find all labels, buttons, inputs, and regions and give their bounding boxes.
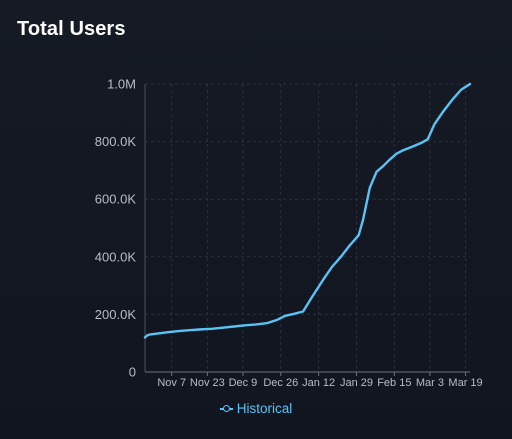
- x-tick-label: Nov 23: [190, 377, 225, 389]
- data-point[interactable]: [274, 318, 279, 323]
- data-point[interactable]: [347, 243, 352, 248]
- data-point[interactable]: [165, 330, 170, 335]
- data-point[interactable]: [254, 322, 259, 327]
- x-tick-label: Mar 19: [448, 377, 482, 389]
- x-tick-label: Feb 15: [377, 377, 411, 389]
- data-point[interactable]: [361, 217, 366, 222]
- axes: [144, 84, 470, 376]
- data-point[interactable]: [367, 185, 372, 190]
- data-point[interactable]: [232, 324, 237, 329]
- data-point[interactable]: [321, 277, 326, 282]
- data-point[interactable]: [243, 323, 248, 328]
- series-line-historical[interactable]: [143, 82, 472, 339]
- data-point[interactable]: [468, 82, 473, 87]
- chart-title: Total Users: [17, 18, 126, 40]
- data-point[interactable]: [425, 137, 430, 142]
- data-point[interactable]: [381, 164, 386, 169]
- data-point[interactable]: [283, 313, 288, 318]
- x-tick-label: Dec 9: [229, 377, 258, 389]
- y-tick-label: 400.0K: [95, 249, 137, 264]
- data-point[interactable]: [309, 295, 314, 300]
- data-point[interactable]: [156, 331, 161, 336]
- data-point[interactable]: [432, 122, 437, 127]
- legend[interactable]: Historical: [0, 401, 512, 416]
- legend-label-historical: Historical: [236, 401, 293, 416]
- x-tick-label: Mar 3: [416, 377, 444, 389]
- data-point[interactable]: [441, 109, 446, 114]
- data-point[interactable]: [198, 327, 203, 332]
- data-point[interactable]: [450, 97, 455, 102]
- y-tick-label: 200.0K: [95, 307, 137, 322]
- data-point[interactable]: [410, 144, 415, 149]
- data-point[interactable]: [329, 264, 334, 269]
- data-point[interactable]: [301, 309, 306, 314]
- x-tick-label: Nov 7: [157, 377, 186, 389]
- data-point[interactable]: [292, 311, 297, 316]
- x-tick-label: Jan 12: [302, 377, 335, 389]
- y-tick-label: 1.0M: [107, 77, 136, 92]
- data-point[interactable]: [459, 87, 464, 92]
- data-point[interactable]: [401, 148, 406, 153]
- tick-labels: 0 200.0K 400.0K 600.0K 800.0K 1.0M Nov 7 Nov 23…: [95, 77, 483, 390]
- y-tick-label: 600.0K: [95, 192, 137, 207]
- series-layer: [143, 82, 473, 339]
- data-point[interactable]: [374, 169, 379, 174]
- data-point[interactable]: [419, 141, 424, 146]
- data-point[interactable]: [187, 328, 192, 333]
- y-tick-label: 0: [129, 365, 136, 380]
- data-point[interactable]: [147, 332, 152, 337]
- data-point[interactable]: [338, 254, 343, 259]
- data-point[interactable]: [387, 157, 392, 162]
- legend-line-marker-icon: [219, 403, 233, 415]
- y-tick-label: 800.0K: [95, 134, 137, 149]
- x-tick-label: Dec 26: [263, 377, 298, 389]
- data-point[interactable]: [394, 151, 399, 156]
- data-point[interactable]: [356, 233, 361, 238]
- data-point[interactable]: [209, 326, 214, 331]
- x-tick-label: Jan 29: [340, 377, 373, 389]
- data-point[interactable]: [220, 325, 225, 330]
- data-point[interactable]: [265, 321, 270, 326]
- data-point[interactable]: [176, 329, 181, 334]
